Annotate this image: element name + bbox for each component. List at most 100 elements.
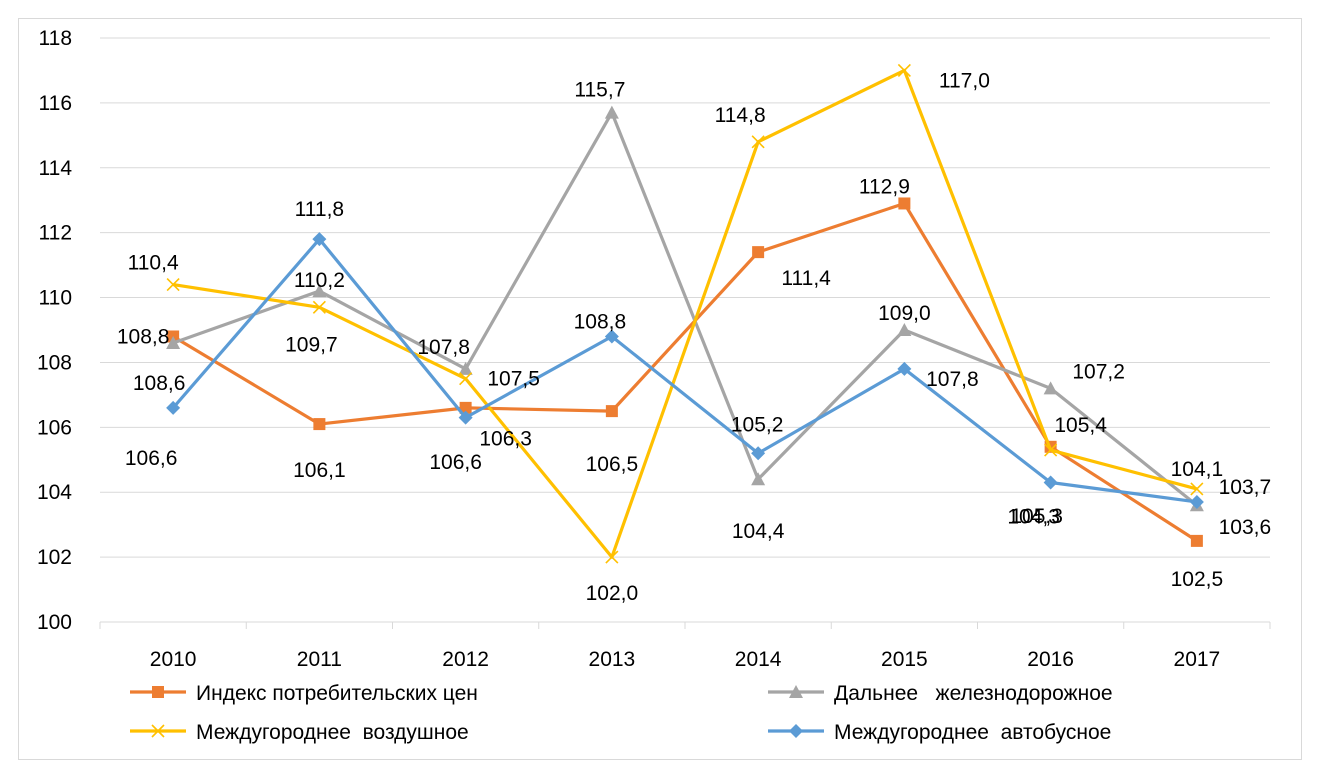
data-point <box>166 278 180 292</box>
y-tick-label: 112 <box>39 222 72 245</box>
data-point <box>312 300 326 314</box>
data-point <box>1044 443 1058 457</box>
legend-label: Междугороднее воздушное <box>196 721 469 744</box>
legend-item: Междугороднее автобусное <box>768 721 1111 744</box>
series-group <box>166 63 1204 564</box>
legend-item: Индекс потребительских цен <box>130 682 478 705</box>
series-0 <box>167 197 1203 547</box>
legend-marker <box>152 686 164 698</box>
data-label: 102,0 <box>586 582 639 605</box>
data-point <box>751 446 766 461</box>
data-point <box>313 418 326 431</box>
data-label: 106,3 <box>479 428 532 451</box>
data-label: 111,4 <box>781 267 831 290</box>
data-point <box>752 246 765 259</box>
data-point <box>1043 475 1058 490</box>
series-2 <box>166 63 1204 564</box>
data-point <box>166 400 181 415</box>
y-tick-label: 114 <box>39 157 73 180</box>
data-label: 108,8 <box>117 325 170 348</box>
data-point <box>312 284 327 298</box>
series-3 <box>166 232 1204 509</box>
legend-item: Междугороднее воздушное <box>130 721 469 744</box>
data-label: 108,8 <box>574 310 627 333</box>
legend-label: Индекс потребительских цен <box>196 682 478 705</box>
legend-item: Дальнее железнодорожное <box>768 682 1113 705</box>
x-axis-ticks: 2010 2011 2012 2013 2014 2015 2016 2017 <box>99 622 1271 671</box>
x-tick-label: 2012 <box>442 648 489 671</box>
y-tick-label: 100 <box>37 611 72 634</box>
y-tick-label: 108 <box>37 351 72 374</box>
x-tick-label: 2013 <box>589 648 636 671</box>
data-label: 108,6 <box>133 372 186 395</box>
data-label: 104,1 <box>1171 458 1224 481</box>
legend-label: Дальнее железнодорожное <box>834 682 1113 705</box>
data-point <box>458 361 473 375</box>
legend-label: Междугороднее автобусное <box>834 721 1111 744</box>
series-line <box>172 68 1198 559</box>
y-tick-label: 118 <box>39 27 72 50</box>
data-label: 110,4 <box>128 252 179 275</box>
data-label: 114,8 <box>715 104 766 127</box>
x-tick-label: 2010 <box>150 648 197 671</box>
data-label: 106,6 <box>429 451 482 474</box>
y-tick-label: 110 <box>39 287 72 310</box>
data-point <box>751 472 766 486</box>
y-tick-label: 116 <box>39 92 72 115</box>
legend: Индекс потребительских цен Дальнее железн… <box>130 682 1113 744</box>
data-point <box>312 232 327 247</box>
data-point <box>604 329 619 344</box>
data-label: 106,1 <box>293 459 346 482</box>
chart-frame <box>18 18 1302 760</box>
data-point <box>751 135 765 149</box>
data-label: 105,2 <box>731 413 784 436</box>
data-point <box>605 405 618 418</box>
data-label: 102,5 <box>1171 568 1224 591</box>
x-tick-label: 2014 <box>735 648 782 671</box>
data-point <box>898 197 911 210</box>
data-label: 109,7 <box>285 333 338 356</box>
data-label: 105,4 <box>1054 414 1107 437</box>
data-label: 117,0 <box>939 69 990 92</box>
data-label: 103,7 <box>1219 476 1272 499</box>
data-label: 107,8 <box>417 336 470 359</box>
data-label: 107,2 <box>1072 360 1125 383</box>
data-point <box>897 63 911 78</box>
data-label: 105,3 <box>1010 505 1063 528</box>
data-label: 111,8 <box>295 198 344 221</box>
data-point <box>1190 482 1204 496</box>
data-label: 107,8 <box>926 368 979 391</box>
legend-marker <box>789 724 803 738</box>
data-label: 107,5 <box>487 368 540 391</box>
legend-marker <box>789 685 803 698</box>
data-label: 106,6 <box>125 447 178 470</box>
data-label: 115,7 <box>574 79 625 102</box>
data-labels: 108,8 106,1 106,6 106,5 111,4 112,9 105,4 102,5… <box>117 69 1271 605</box>
x-tick-label: 2011 <box>297 648 342 671</box>
data-label: 109,0 <box>878 302 931 325</box>
x-tick-label: 2016 <box>1027 648 1074 671</box>
data-label: 110,2 <box>294 269 345 292</box>
y-tick-label: 104 <box>37 481 72 504</box>
data-point <box>897 361 912 376</box>
data-point <box>1043 381 1058 395</box>
data-point <box>1190 534 1203 547</box>
data-point <box>459 401 472 414</box>
data-label: 104,3 <box>1007 505 1060 528</box>
data-label: 112,9 <box>859 175 910 198</box>
series-line <box>172 111 1198 507</box>
y-tick-label: 102 <box>37 546 72 569</box>
data-point <box>459 372 473 386</box>
y-axis-ticks: 100 102 104 106 108 110 112 114 116 118 <box>37 27 72 634</box>
data-label: 106,5 <box>586 453 639 476</box>
x-tick-label: 2015 <box>881 648 928 671</box>
data-label: 103,6 <box>1219 516 1272 539</box>
series-line <box>172 201 1198 543</box>
data-point <box>897 323 912 336</box>
y-tick-label: 106 <box>37 416 72 439</box>
data-label: 104,4 <box>732 520 785 543</box>
data-point <box>605 550 619 564</box>
data-point <box>1189 494 1204 509</box>
data-point <box>166 335 181 349</box>
